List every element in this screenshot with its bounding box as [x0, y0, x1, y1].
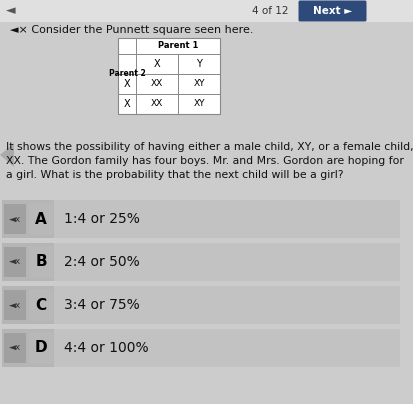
Text: XY: XY	[193, 99, 204, 109]
Bar	[118, 38, 219, 114]
Text: 4 of 12: 4 of 12	[251, 6, 287, 16]
Text: 1:4 or 25%: 1:4 or 25%	[64, 212, 140, 226]
Text: Parent 2: Parent 2	[108, 69, 145, 78]
Text: X: X	[123, 99, 130, 109]
Bar	[29, 332, 53, 364]
Text: 2:4 or 50%: 2:4 or 50%	[64, 255, 140, 269]
Text: ◄x: ◄x	[9, 301, 21, 309]
Bar	[29, 246, 53, 278]
Text: D: D	[35, 341, 47, 356]
Bar	[2, 329, 399, 367]
Text: X: X	[153, 59, 160, 69]
Text: XX: XX	[150, 99, 163, 109]
Text: It shows the possibility of having either a male child, XY, or a female child,: It shows the possibility of having eithe…	[6, 142, 413, 152]
Text: Next ►: Next ►	[312, 6, 351, 16]
Bar	[29, 289, 53, 321]
Text: ◄× Consider the Punnett square seen here.: ◄× Consider the Punnett square seen here…	[10, 25, 253, 35]
Text: ◄x: ◄x	[9, 257, 21, 267]
Bar	[4, 247, 26, 277]
Text: 3:4 or 75%: 3:4 or 75%	[64, 298, 140, 312]
Text: X: X	[123, 79, 130, 89]
Text: a girl. What is the probability that the next child will be a girl?: a girl. What is the probability that the…	[6, 170, 343, 180]
Text: Y: Y	[196, 59, 202, 69]
Text: B: B	[35, 255, 47, 269]
Bar	[29, 203, 53, 235]
Text: ◄x: ◄x	[9, 343, 21, 353]
Bar	[2, 243, 54, 281]
Text: XY: XY	[193, 80, 204, 88]
Polygon shape	[0, 143, 14, 167]
Text: ◄: ◄	[6, 4, 16, 17]
Bar	[2, 243, 399, 281]
Bar	[4, 333, 26, 363]
Text: XX. The Gordon family has four boys. Mr. and Mrs. Gordon are hoping for: XX. The Gordon family has four boys. Mr.…	[6, 156, 403, 166]
Bar	[2, 329, 54, 367]
Text: A: A	[35, 212, 47, 227]
Bar	[2, 286, 54, 324]
Bar	[2, 200, 399, 238]
FancyBboxPatch shape	[298, 0, 366, 21]
Text: 4:4 or 100%: 4:4 or 100%	[64, 341, 148, 355]
Bar	[0, 0, 413, 22]
Bar	[4, 290, 26, 320]
Bar	[4, 204, 26, 234]
Text: ◄x: ◄x	[9, 215, 21, 223]
Text: C: C	[36, 297, 46, 313]
Bar	[2, 200, 54, 238]
Text: Parent 1: Parent 1	[157, 42, 198, 50]
Text: XX: XX	[150, 80, 163, 88]
Bar	[2, 286, 399, 324]
